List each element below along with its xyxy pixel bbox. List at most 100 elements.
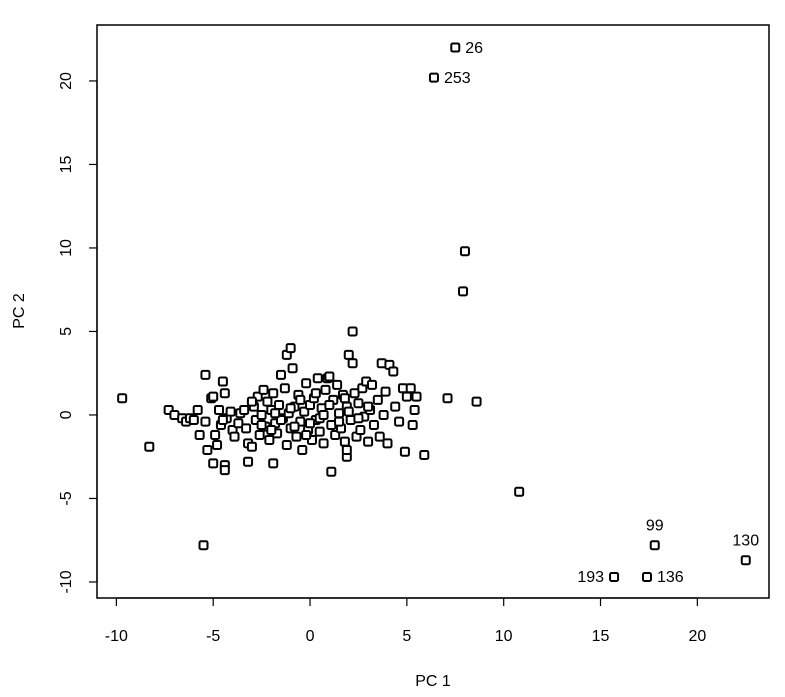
point <box>217 376 228 387</box>
point <box>641 571 652 582</box>
point <box>312 373 323 384</box>
x-tick-label: 20 <box>688 628 706 645</box>
y-tick-label: 20 <box>58 72 75 90</box>
point <box>458 286 469 297</box>
point <box>243 456 254 467</box>
point <box>289 421 300 432</box>
point <box>471 396 482 407</box>
point <box>334 408 345 419</box>
point <box>343 406 354 417</box>
point <box>194 430 205 441</box>
y-axis-label: PC 2 <box>11 293 28 329</box>
point <box>266 424 277 435</box>
y-tick-label: 0 <box>58 410 75 419</box>
point <box>225 406 236 417</box>
point-label: 99 <box>646 517 664 534</box>
point <box>233 418 244 429</box>
point-label: 136 <box>657 569 684 586</box>
point <box>200 369 211 380</box>
point <box>192 404 203 415</box>
point <box>295 394 306 405</box>
point-label: 253 <box>444 70 471 87</box>
x-tick-label: 0 <box>306 628 315 645</box>
point <box>318 409 329 420</box>
point <box>219 465 230 476</box>
point <box>363 436 374 447</box>
y-tick-label: -10 <box>58 570 75 593</box>
point <box>305 418 316 429</box>
point <box>326 466 337 477</box>
point <box>274 399 285 410</box>
point <box>208 458 219 469</box>
point <box>347 358 358 369</box>
point <box>256 419 267 430</box>
point <box>428 72 439 83</box>
point <box>347 326 358 337</box>
point <box>459 246 470 257</box>
point <box>275 369 286 380</box>
point <box>353 413 364 424</box>
point-label: 26 <box>465 40 483 57</box>
point <box>382 438 393 449</box>
point <box>442 393 453 404</box>
point <box>380 386 391 397</box>
y-tick-label: 15 <box>58 155 75 173</box>
point <box>740 555 751 566</box>
point <box>341 445 352 456</box>
point <box>285 403 296 414</box>
point <box>281 440 292 451</box>
point <box>649 540 660 551</box>
point <box>324 399 335 410</box>
x-tick-label: 10 <box>495 628 513 645</box>
point <box>214 404 225 415</box>
point <box>117 393 128 404</box>
point <box>268 458 279 469</box>
point <box>374 431 385 442</box>
point <box>264 435 275 446</box>
point <box>246 396 257 407</box>
x-axis-label: PC 1 <box>415 673 451 690</box>
point <box>268 388 279 399</box>
point <box>314 426 325 437</box>
point <box>450 42 461 53</box>
point <box>310 388 321 399</box>
point <box>405 383 416 394</box>
point <box>301 430 312 441</box>
point <box>262 396 273 407</box>
x-tick-label: 15 <box>592 628 610 645</box>
point <box>241 423 252 434</box>
point-label: 193 <box>577 569 604 586</box>
point <box>407 419 418 430</box>
point <box>394 416 405 427</box>
point <box>239 404 250 415</box>
point <box>229 431 240 442</box>
point <box>368 419 379 430</box>
point <box>355 424 366 435</box>
point <box>210 430 221 441</box>
point <box>256 409 267 420</box>
point <box>411 391 422 402</box>
point <box>378 409 389 420</box>
point <box>339 393 350 404</box>
point <box>401 391 412 402</box>
point <box>349 388 360 399</box>
point <box>399 446 410 457</box>
point <box>372 394 383 405</box>
point <box>332 379 343 390</box>
point <box>291 431 302 442</box>
x-tick-label: -5 <box>206 628 220 645</box>
point <box>301 378 312 389</box>
point <box>419 450 430 461</box>
point <box>324 371 335 382</box>
point <box>219 388 230 399</box>
point <box>353 398 364 409</box>
point <box>409 404 420 415</box>
x-tick-label: -10 <box>105 628 128 645</box>
point <box>246 441 257 452</box>
y-tick-label: -5 <box>58 491 75 505</box>
point <box>254 430 265 441</box>
point <box>343 349 354 360</box>
point <box>318 438 329 449</box>
